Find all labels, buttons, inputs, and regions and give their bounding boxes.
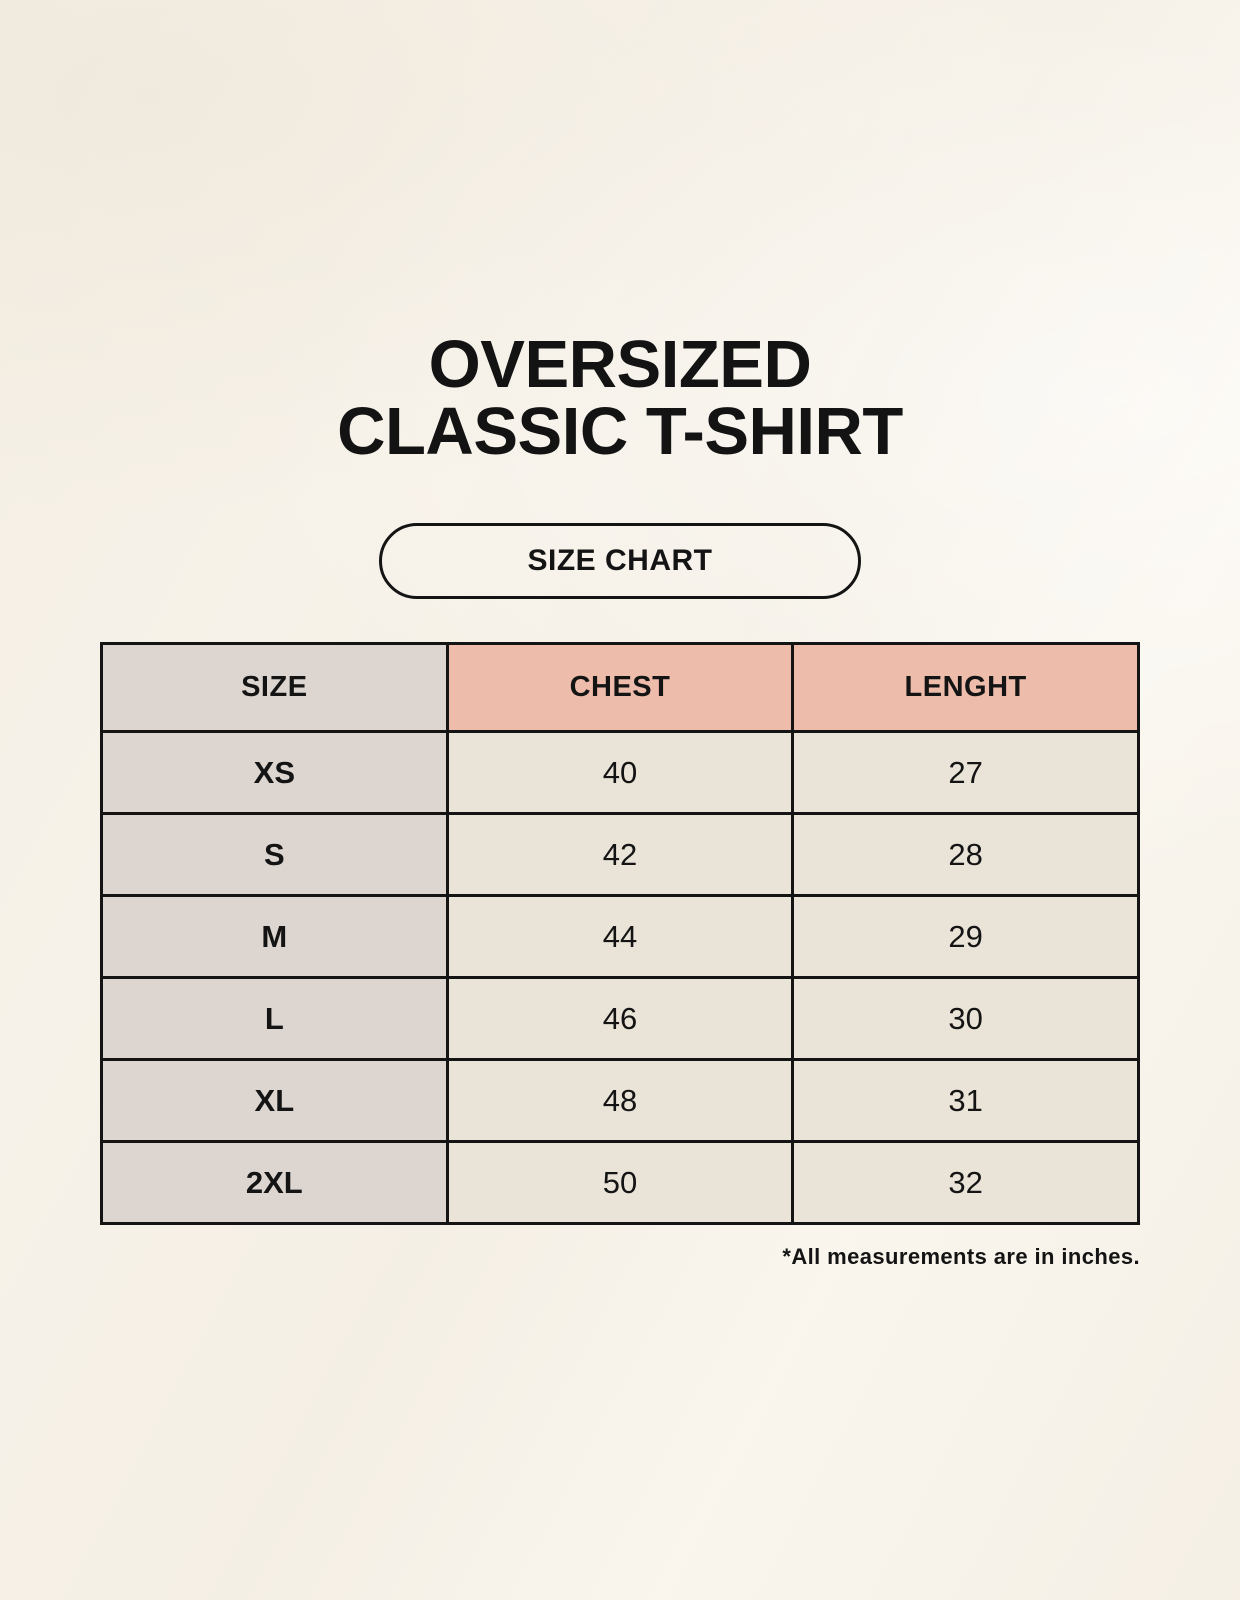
size-cell: S [100, 812, 449, 897]
table-row: S 42 28 [100, 812, 1140, 897]
measurements-footnote: *All measurements are in inches. [782, 1244, 1140, 1269]
lenght-cell: 30 [791, 976, 1140, 1061]
chest-cell: 42 [445, 812, 795, 897]
size-cell: L [100, 976, 449, 1061]
lenght-cell: 28 [791, 812, 1140, 897]
page-title: OVERSIZED CLASSIC T-SHIRT [0, 331, 1240, 465]
size-chart-button[interactable]: SIZE CHART [379, 523, 861, 599]
table-row: M 44 29 [100, 894, 1140, 979]
size-cell: XL [100, 1058, 449, 1143]
table-row: 2XL 50 32 [100, 1140, 1140, 1225]
lenght-cell: 27 [791, 730, 1140, 815]
column-header-lenght: LENGHT [791, 642, 1140, 733]
table-header-row: SIZE CHEST LENGHT [100, 642, 1140, 733]
chest-cell: 44 [445, 894, 795, 979]
table-row: XL 48 31 [100, 1058, 1140, 1143]
lenght-cell: 32 [791, 1140, 1140, 1225]
size-cell: 2XL [100, 1140, 449, 1225]
page-title-line-2: CLASSIC T-SHIRT [337, 394, 903, 469]
size-chart-table: SIZE CHEST LENGHT XS 40 27 S 42 28 M 44 … [100, 642, 1140, 1225]
size-chart-button-label: SIZE CHART [527, 544, 713, 577]
size-cell: XS [100, 730, 449, 815]
chest-cell: 40 [445, 730, 795, 815]
column-header-size: SIZE [100, 642, 449, 733]
lenght-cell: 31 [791, 1058, 1140, 1143]
chest-cell: 48 [445, 1058, 795, 1143]
chest-cell: 50 [445, 1140, 795, 1225]
table-row: XS 40 27 [100, 730, 1140, 815]
column-header-chest: CHEST [445, 642, 795, 733]
table-row: L 46 30 [100, 976, 1140, 1061]
page-title-line-1: OVERSIZED [428, 327, 812, 402]
chest-cell: 46 [445, 976, 795, 1061]
size-cell: M [100, 894, 449, 979]
lenght-cell: 29 [791, 894, 1140, 979]
